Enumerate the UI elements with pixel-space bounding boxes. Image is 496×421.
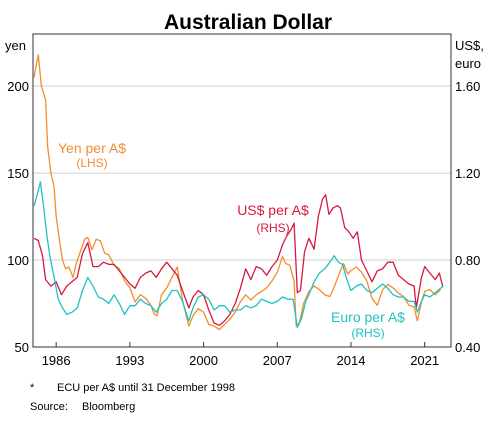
yen-series-line bbox=[33, 54, 441, 331]
euro-series-label: Euro per A$ bbox=[331, 309, 405, 325]
left-tick-label: 50 bbox=[15, 340, 29, 355]
usd-series-label: US$ per A$ bbox=[237, 202, 309, 218]
series-lines bbox=[33, 54, 444, 331]
source-text: Bloomberg bbox=[82, 401, 135, 413]
right-tick-label: 0.80 bbox=[455, 253, 480, 268]
left-tick-label: 100 bbox=[7, 253, 29, 268]
yen-series-label-axis: (LHS) bbox=[76, 156, 107, 170]
plot-frame bbox=[32, 33, 452, 348]
source-label: Source: bbox=[30, 401, 68, 413]
euro-series-label-axis: (RHS) bbox=[351, 326, 384, 340]
left-axis-unit: yen bbox=[5, 38, 26, 53]
footnote-text: ECU per A$ until 31 December 1998 bbox=[57, 382, 235, 394]
x-tick-label: 2014 bbox=[337, 353, 366, 368]
yen-series-label: Yen per A$ bbox=[58, 140, 126, 156]
x-tick-label: 1993 bbox=[115, 353, 144, 368]
axis-ticks: 50 100 150 200 0.40 0.80 1.20 1.60 1986 1993 2000 2… bbox=[7, 79, 480, 368]
x-tick-label: 1986 bbox=[42, 353, 71, 368]
right-axis-unit-line2: euro bbox=[455, 56, 481, 71]
right-tick-label: 1.20 bbox=[455, 166, 480, 181]
right-tick-label: 1.60 bbox=[455, 79, 480, 94]
usd-series-label-axis: (RHS) bbox=[256, 221, 289, 235]
x-tick-label: 2007 bbox=[263, 353, 292, 368]
chart-title: Australian Dollar bbox=[164, 11, 332, 34]
right-tick-label: 0.40 bbox=[455, 340, 480, 355]
usd-series-line bbox=[33, 194, 444, 326]
x-tick-label: 2000 bbox=[189, 353, 218, 368]
left-tick-label: 150 bbox=[7, 166, 29, 181]
left-tick-label: 200 bbox=[7, 79, 29, 94]
series-labels: Yen per A$(LHS)US$ per A$(RHS)Euro per A… bbox=[58, 140, 405, 340]
gridlines bbox=[33, 85, 451, 261]
x-tick-label: 2021 bbox=[410, 353, 439, 368]
euro-series-line bbox=[33, 181, 444, 329]
right-axis-unit-line1: US$, bbox=[455, 38, 484, 53]
footnote-marker: * bbox=[30, 382, 35, 394]
